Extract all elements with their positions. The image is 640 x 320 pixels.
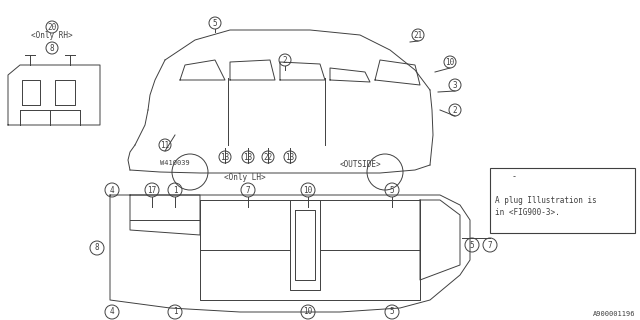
Text: 2: 2 <box>283 55 287 65</box>
Text: 4: 4 <box>109 308 115 316</box>
Text: 2: 2 <box>452 106 458 115</box>
Text: 22: 22 <box>264 153 273 162</box>
Text: <Only LH>: <Only LH> <box>224 173 266 182</box>
Text: 10: 10 <box>303 186 312 195</box>
Text: W410039: W410039 <box>160 160 190 166</box>
Text: 8: 8 <box>95 244 99 252</box>
Text: 5: 5 <box>390 186 394 195</box>
Text: 10: 10 <box>303 308 312 316</box>
Text: -: - <box>512 172 517 181</box>
Text: 1: 1 <box>173 308 177 316</box>
Text: 10: 10 <box>445 58 454 67</box>
Text: 3: 3 <box>452 81 458 90</box>
Text: 11: 11 <box>161 140 170 149</box>
Text: 1: 1 <box>500 172 504 181</box>
Text: 7: 7 <box>246 186 250 195</box>
Text: 8: 8 <box>50 44 54 52</box>
Text: 5: 5 <box>212 19 218 28</box>
Text: 13: 13 <box>243 153 253 162</box>
Text: in <FIG900-3>.: in <FIG900-3>. <box>495 208 560 217</box>
Text: A plug Illustration is: A plug Illustration is <box>495 196 596 205</box>
Text: A900001196: A900001196 <box>593 311 635 317</box>
Text: <Only RH>: <Only RH> <box>31 31 73 40</box>
Text: 4: 4 <box>109 186 115 195</box>
Text: 17: 17 <box>147 186 157 195</box>
Text: 5: 5 <box>390 308 394 316</box>
Text: 7: 7 <box>488 241 492 250</box>
FancyBboxPatch shape <box>490 168 635 233</box>
Text: 13: 13 <box>220 153 230 162</box>
Text: <OUTSIDE>: <OUTSIDE> <box>339 160 381 169</box>
Text: 13: 13 <box>285 153 294 162</box>
Text: 20: 20 <box>47 22 56 31</box>
Text: 21: 21 <box>413 30 422 39</box>
Text: 5: 5 <box>470 241 474 250</box>
Text: 1: 1 <box>173 186 177 195</box>
